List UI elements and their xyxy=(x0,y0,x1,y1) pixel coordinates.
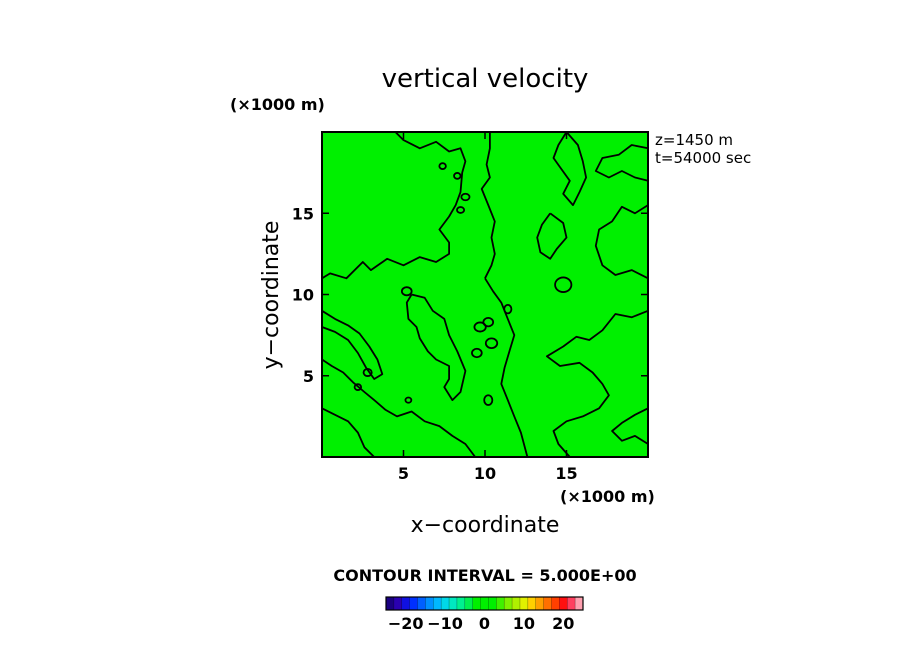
colorbar-cell xyxy=(488,597,497,610)
closed-contour-cell xyxy=(482,316,495,328)
colorbar-cell xyxy=(527,597,537,610)
zero-contour-line xyxy=(321,310,384,380)
closed-contour-cell xyxy=(484,337,499,350)
colorbar-cell xyxy=(543,597,552,610)
colorbar-cell xyxy=(480,597,489,610)
closed-contour-cell xyxy=(471,347,483,359)
colorbar-cell xyxy=(433,597,442,610)
colorbar-cell xyxy=(559,597,568,610)
y-tick-label: 10 xyxy=(292,286,314,305)
closed-contour-cell xyxy=(456,206,466,214)
colorbar-cell xyxy=(512,597,521,610)
colorbar-tick-label: 0 xyxy=(479,614,490,633)
annotation-time: t=54000 sec xyxy=(655,149,751,167)
colorbar-cell xyxy=(449,597,458,610)
y-axis-ticks: 5 10 15 xyxy=(292,204,648,386)
y-tick-label: 15 xyxy=(292,204,314,223)
closed-contour-cell xyxy=(483,394,494,406)
colorbar-tick-label: −20 xyxy=(388,614,424,633)
closed-contour-cell xyxy=(400,286,413,297)
annotation-level: z=1450 m xyxy=(655,131,733,149)
contour-lines xyxy=(321,131,649,458)
colorbar-cell xyxy=(386,597,395,610)
closed-contour-cell xyxy=(362,368,373,377)
zero-contour-line xyxy=(594,204,649,280)
closed-contour-cell xyxy=(404,396,413,404)
x-unit-label: (×1000 m) xyxy=(560,487,655,506)
y-axis-label: y−coordinate xyxy=(259,221,284,370)
colorbar-cell xyxy=(409,597,418,610)
colorbar-cell xyxy=(535,597,544,610)
closed-contour-cell xyxy=(453,172,462,180)
colorbar-tick-labels: −20 −10 0 10 20 xyxy=(388,614,575,633)
zero-contour-line xyxy=(321,407,375,458)
colorbar-frame xyxy=(385,596,584,611)
x-tick-label: 15 xyxy=(555,464,577,483)
closed-contour-cell xyxy=(460,192,471,202)
colorbar-cell xyxy=(464,597,473,610)
colorbar-cell xyxy=(401,597,410,610)
closed-contour-cell xyxy=(438,162,447,170)
zero-contour-line xyxy=(546,309,649,458)
colorbar-cell xyxy=(417,597,426,610)
colorbar-cell xyxy=(425,597,434,610)
zero-contour-line xyxy=(321,131,467,280)
zero-contour-line xyxy=(594,144,649,182)
colorbar-tick-label: −10 xyxy=(427,614,463,633)
chart-title: vertical velocity xyxy=(382,64,589,94)
zero-contour-line xyxy=(321,358,476,458)
plot-area: 5 10 15 5 10 15 xyxy=(292,131,649,483)
zero-contour-line xyxy=(536,212,568,260)
y-unit-label: (×1000 m) xyxy=(230,95,325,114)
colorbar-cell xyxy=(504,597,513,610)
zero-contour-line xyxy=(484,277,529,458)
colorbar-cell xyxy=(551,597,560,610)
zero-contour-line xyxy=(611,407,649,445)
zero-contour-line xyxy=(405,293,467,401)
colorbar-cell xyxy=(441,597,450,610)
colorbar-cell xyxy=(575,597,584,610)
colorbar-cell xyxy=(567,597,576,610)
zero-contour-line xyxy=(480,132,496,279)
colorbar-cell xyxy=(456,597,466,610)
x-axis-label: x−coordinate xyxy=(411,513,560,538)
x-axis-ticks: 5 10 15 xyxy=(398,132,578,483)
closed-contour-cell xyxy=(503,303,513,315)
closed-contour-cell xyxy=(473,321,487,333)
y-tick-label: 5 xyxy=(303,367,314,386)
colorbar xyxy=(385,596,584,611)
zero-contour-line xyxy=(552,131,587,206)
colorbar-cell xyxy=(519,597,529,610)
closed-contour-cell xyxy=(353,383,363,391)
colorbar-tick-label: 10 xyxy=(513,614,535,633)
closed-contour-cell xyxy=(554,276,573,293)
contour-interval-label: CONTOUR INTERVAL = 5.000E+00 xyxy=(333,566,636,585)
colorbar-cell xyxy=(472,597,481,610)
x-tick-label: 5 xyxy=(398,464,409,483)
colorbar-tick-label: 20 xyxy=(552,614,574,633)
colorbar-cell xyxy=(393,597,403,610)
x-tick-label: 10 xyxy=(474,464,496,483)
colorbar-cell xyxy=(496,597,505,610)
